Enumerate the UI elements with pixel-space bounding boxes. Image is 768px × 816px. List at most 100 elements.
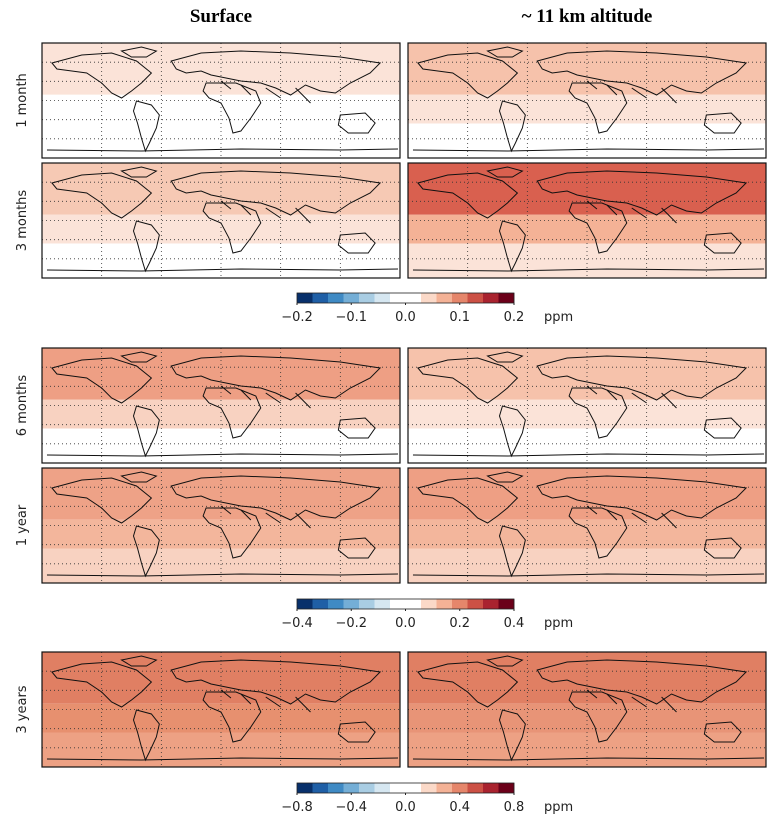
- colorbar-swatch: [421, 293, 437, 303]
- colorbar-swatch: [359, 783, 375, 793]
- colorbar-swatch: [452, 599, 468, 609]
- map-frame: [407, 467, 767, 584]
- colorbar-tick-label: −0.4: [281, 616, 313, 631]
- map-panel: [407, 467, 767, 584]
- colorbar-tick-label: −0.2: [335, 616, 367, 631]
- colorbar-tick-label: 0.0: [395, 616, 416, 631]
- colorbar-tick-label: 0.1: [449, 310, 470, 325]
- map-frame: [407, 162, 767, 279]
- colorbar-swatch: [452, 293, 468, 303]
- map-frame: [41, 467, 401, 584]
- colorbar-unit: ppm: [544, 800, 573, 815]
- colorbar-swatch: [405, 293, 422, 303]
- map-panel: [407, 162, 767, 279]
- map-band: [42, 428, 400, 463]
- map-band: [408, 43, 766, 95]
- colorbar-tick-label: 0.8: [504, 800, 525, 815]
- colorbar-swatch: [312, 599, 329, 609]
- colorbar-swatch: [359, 599, 375, 609]
- colorbar-swatch: [436, 599, 453, 609]
- map-band: [408, 428, 766, 463]
- map-band: [408, 468, 766, 520]
- colorbar-swatch: [467, 783, 484, 793]
- colorbar-swatch: [498, 783, 515, 793]
- map-band: [42, 732, 400, 767]
- map-panel: [407, 42, 767, 159]
- colorbar-swatch: [467, 599, 484, 609]
- colorbar-swatch: [483, 293, 499, 303]
- colorbar-swatch: [312, 783, 329, 793]
- row-label: 3 months: [15, 190, 30, 252]
- map-band: [408, 348, 766, 400]
- map-band: [42, 548, 400, 583]
- colorbar-swatch: [312, 293, 329, 303]
- colorbar-swatch: [421, 599, 437, 609]
- colorbar-swatch: [390, 293, 406, 303]
- colorbar-tick-label: −0.1: [335, 310, 367, 325]
- map-band: [408, 652, 766, 704]
- map-panel: [41, 651, 401, 768]
- colorbar-swatch: [405, 783, 422, 793]
- map-panel: [41, 42, 401, 159]
- colorbar-swatch: [343, 293, 360, 303]
- map-band: [408, 123, 766, 158]
- map-frame: [407, 347, 767, 464]
- map-frame: [41, 347, 401, 464]
- map-band: [408, 732, 766, 767]
- map-panel: [407, 347, 767, 464]
- colorbar-swatch: [483, 783, 499, 793]
- colorbar-swatch: [498, 293, 515, 303]
- colorbar-tick-label: −0.4: [335, 800, 367, 815]
- map-band: [42, 652, 400, 704]
- map-band: [42, 243, 400, 278]
- map-panel: [41, 347, 401, 464]
- row-label: 1 month: [15, 73, 30, 128]
- map-band: [42, 348, 400, 400]
- map-band: [408, 548, 766, 583]
- colorbar-tick-label: −0.8: [281, 800, 313, 815]
- map-band: [42, 468, 400, 520]
- colorbar-swatch: [297, 599, 313, 609]
- map-band: [408, 243, 766, 278]
- colorbar-swatch: [374, 293, 391, 303]
- map-band: [42, 163, 400, 215]
- colorbar-tick-label: 0.4: [504, 616, 525, 631]
- colorbar-unit: ppm: [544, 616, 573, 631]
- colorbar-swatch: [405, 599, 422, 609]
- colorbar-swatch: [436, 293, 453, 303]
- map-frame: [41, 651, 401, 768]
- colorbar-swatch: [436, 783, 453, 793]
- colorbar-unit: ppm: [544, 310, 573, 325]
- map-panel: [407, 651, 767, 768]
- colorbar-tick-label: 0.0: [395, 310, 416, 325]
- row-label: 3 years: [15, 685, 30, 733]
- map-frame: [407, 651, 767, 768]
- colorbar-tick-label: −0.2: [281, 310, 313, 325]
- column-title: Surface: [190, 6, 252, 27]
- colorbar-swatch: [374, 599, 391, 609]
- colorbar-swatch: [421, 783, 437, 793]
- colorbar-tick-label: 0.4: [449, 800, 470, 815]
- row-label: 1 year: [15, 504, 30, 546]
- colorbar-tick-label: 0.0: [395, 800, 416, 815]
- colorbar-swatch: [452, 783, 468, 793]
- colorbar-swatch: [390, 783, 406, 793]
- map-frame: [41, 162, 401, 279]
- colorbar-swatch: [343, 783, 360, 793]
- colorbar-swatch: [328, 599, 344, 609]
- colorbar-swatch: [498, 599, 515, 609]
- colorbar-swatch: [328, 783, 344, 793]
- row-label: 6 months: [15, 375, 30, 437]
- map-band: [408, 163, 766, 215]
- colorbar-swatch: [328, 293, 344, 303]
- colorbar-swatch: [359, 293, 375, 303]
- colorbar-swatch: [483, 599, 499, 609]
- column-title: ~ 11 km altitude: [522, 6, 653, 27]
- map-band: [42, 43, 400, 95]
- colorbar-swatch: [467, 293, 484, 303]
- map-frame: [407, 42, 767, 159]
- colorbar-swatch: [297, 783, 313, 793]
- colorbar-swatch: [343, 599, 360, 609]
- colorbar-tick-label: 0.2: [504, 310, 525, 325]
